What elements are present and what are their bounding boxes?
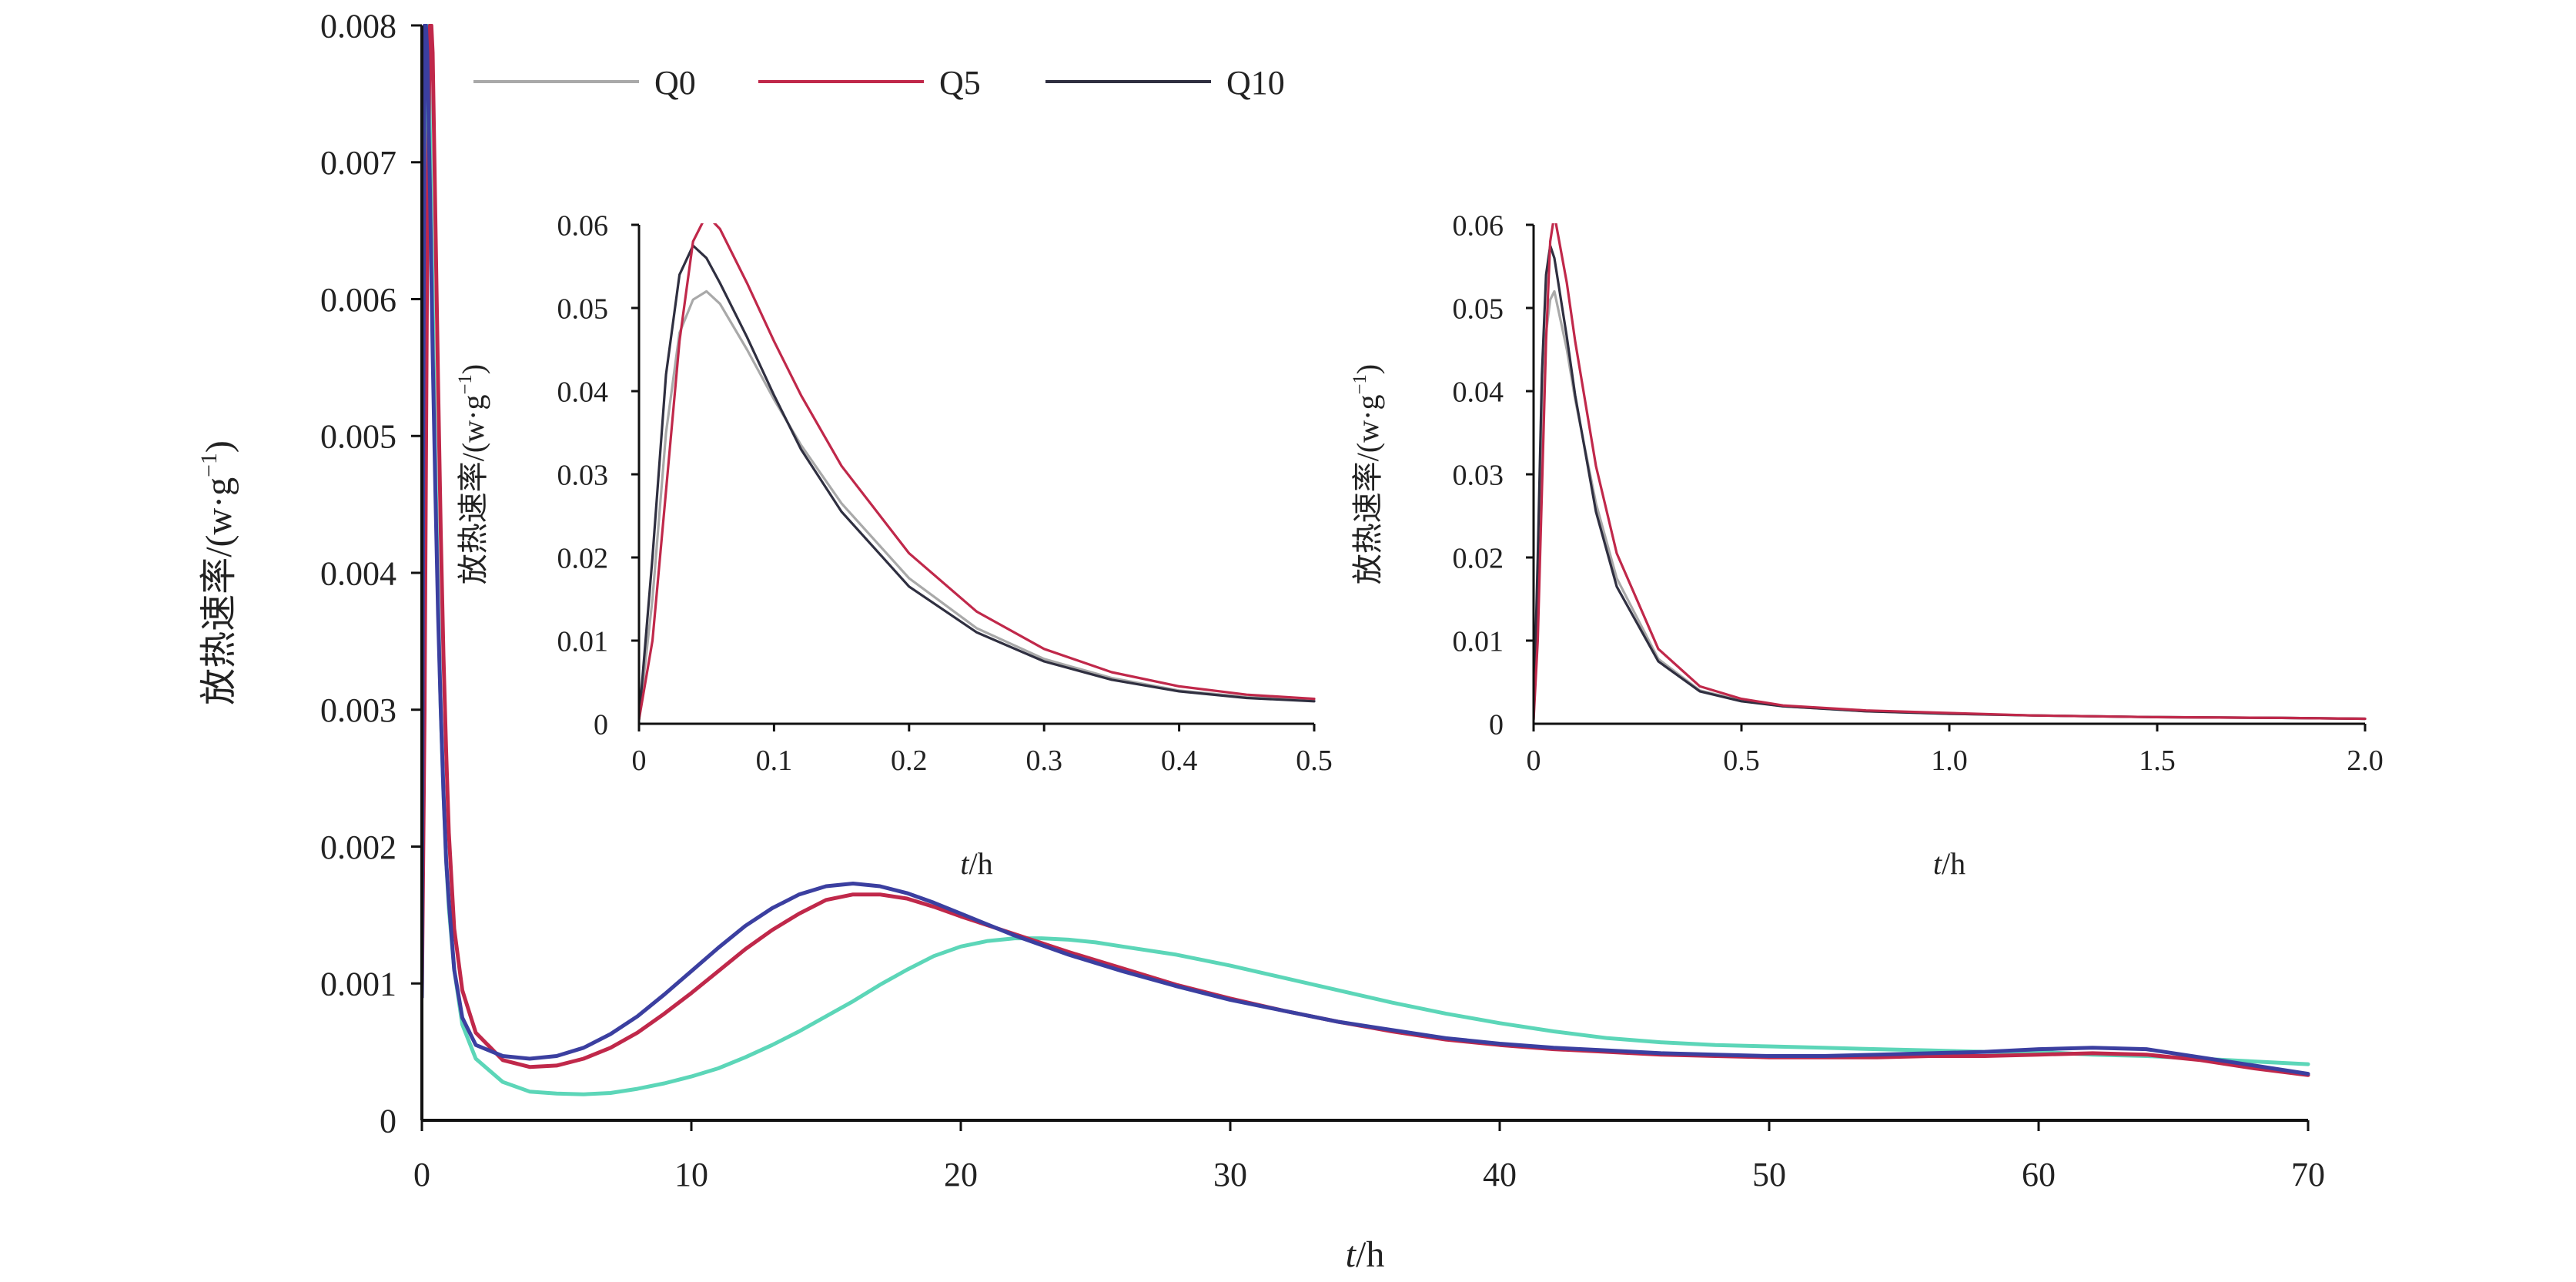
inset-left-y-tick-label: 0.02 [557, 542, 609, 574]
inset-left-x-tick-label: 0.3 [1025, 745, 1062, 777]
inset-right-y-tick-label: 0.05 [1453, 293, 1504, 325]
main-x-tick-label: 30 [1213, 1156, 1247, 1193]
legend: Q0 Q5 Q10 [473, 64, 1285, 102]
inset-left-y-tick-label: 0.01 [557, 625, 609, 658]
inset-right-series-q0-line [1534, 290, 2367, 721]
main-x-tick-label: 60 [2022, 1156, 2056, 1193]
inset-right-y-tick-label: 0.06 [1453, 209, 1504, 242]
inset-right-x-tick-label: 1.5 [2139, 745, 2176, 777]
main-series-group [422, 24, 2310, 1096]
inset-right-y-tick-label: 0.02 [1453, 542, 1504, 574]
main-x-tick-label: 40 [1483, 1156, 1517, 1193]
main-x-tick-label: 0 [413, 1156, 430, 1193]
inset-left-x-tick-label: 0.2 [891, 745, 928, 777]
inset-left-series-q10-line [639, 244, 1316, 721]
inset-left-series-q0-line [639, 290, 1316, 721]
inset-left-y-tick-label: 0 [594, 708, 608, 741]
main-x-tick-label: 10 [674, 1156, 708, 1193]
main-y-tick-label: 0.005 [320, 418, 396, 456]
inset-left-y-axis-title: 放热速率/(w·g−1) [455, 364, 490, 584]
main-y-tick-label: 0.003 [320, 691, 396, 729]
inset-right-y-tick-label: 0.01 [1453, 625, 1504, 658]
inset-left-chart: 0 0.1 0.2 0.3 0.4 0.5 0 0.01 0.02 0.03 0.04 0.05 0.0… [455, 209, 1333, 881]
main-y-tick-label: 0.007 [320, 144, 396, 182]
inset-left-x-axis-title: t/h [960, 846, 992, 881]
inset-left-series-group [639, 223, 1316, 721]
inset-left-x-tick-label: 0.1 [756, 745, 793, 777]
inset-right-y-tick-label: 0 [1489, 708, 1504, 741]
inset-left-series-q5-line [639, 223, 1316, 721]
inset-right-x-axis-title: t/h [1933, 846, 1965, 881]
inset-right-y-axis-title: 放热速率/(w·g−1) [1350, 364, 1385, 584]
main-x-tick-label: 70 [2291, 1156, 2325, 1193]
inset-right-series-group [1534, 223, 2367, 721]
inset-left-y-tick-label: 0.06 [557, 209, 609, 242]
inset-left-y-tick-label: 0.03 [557, 459, 609, 491]
main-y-tick-label: 0.006 [320, 281, 396, 319]
main-chart: 0 10 20 30 40 50 60 70 0 0.001 0.002 0.003 0.004 0.00… [196, 7, 2325, 1275]
inset-right-x-tick-label: 0 [1527, 745, 1541, 777]
legend-q5-label: Q5 [939, 64, 981, 102]
inset-left-y-tick-label: 0.04 [557, 376, 609, 408]
main-y-tick-label: 0.001 [320, 966, 396, 1003]
legend-q0-label: Q0 [654, 64, 696, 102]
inset-right-chart: 0 0.5 1.0 1.5 2.0 0 0.01 0.02 0.03 0.04 0.05 0.06 t/… [1350, 209, 2384, 881]
main-y-axis-title: 放热速率/(w·g−1) [196, 440, 239, 705]
inset-right-x-tick-label: 2.0 [2347, 745, 2384, 777]
main-y-tick-label: 0 [380, 1102, 396, 1140]
main-x-tick-label: 20 [944, 1156, 978, 1193]
inset-left-x-tick-label: 0 [632, 745, 647, 777]
main-x-tick-label: 50 [1752, 1156, 1786, 1193]
main-y-tick-label: 0.008 [320, 7, 396, 45]
inset-left-x-tick-label: 0.4 [1161, 745, 1198, 777]
inset-right-y-tick-label: 0.04 [1453, 376, 1504, 408]
legend-q10-label: Q10 [1226, 64, 1285, 102]
main-y-tick-label: 0.004 [320, 554, 396, 592]
inset-right-series-q5-line [1534, 223, 2367, 721]
inset-left-y-tick-label: 0.05 [557, 293, 609, 325]
main-y-tick-label: 0.002 [320, 828, 396, 866]
main-x-axis-title: t/h [1346, 1234, 1385, 1275]
main-series-q10-line [422, 24, 2310, 1076]
inset-right-y-tick-label: 0.03 [1453, 459, 1504, 491]
inset-right-x-tick-label: 1.0 [1931, 745, 1968, 777]
inset-right-x-tick-label: 0.5 [1723, 745, 1760, 777]
inset-left-x-tick-label: 0.5 [1296, 745, 1333, 777]
